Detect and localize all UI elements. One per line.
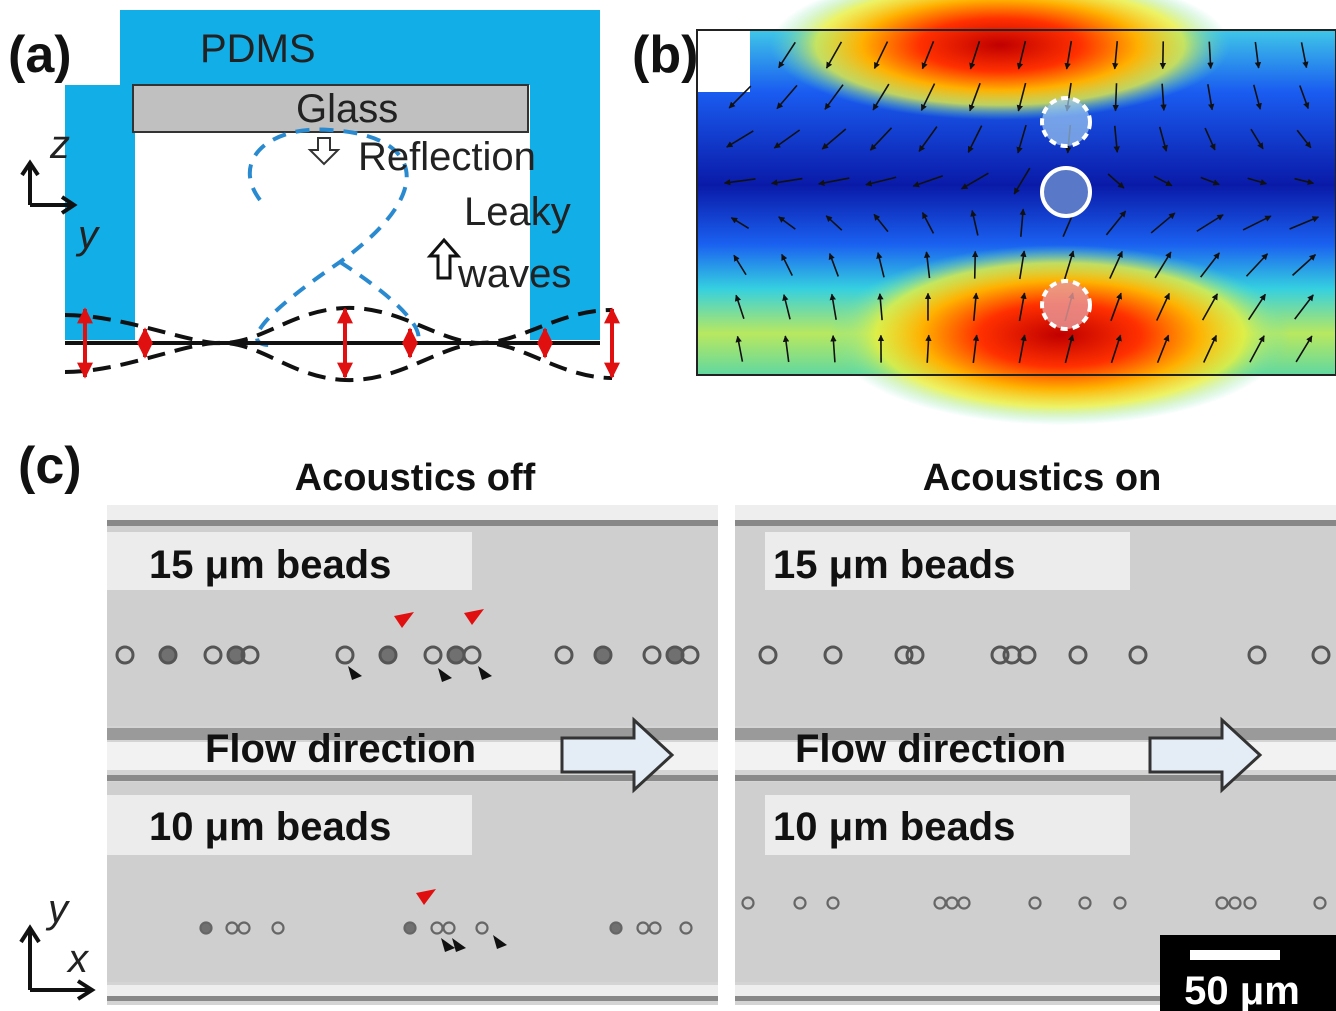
channel-wall <box>735 775 1336 781</box>
panel-b: (b) <box>632 0 1336 425</box>
channel-wall <box>107 996 718 1001</box>
figure: (a) PDMS Glass Reflection Leaky waves z … <box>0 0 1336 1011</box>
top-label: 15 μm beads <box>149 543 391 587</box>
axis-y: y <box>45 887 71 931</box>
bottom-label: 10 μm beads <box>773 805 1015 849</box>
panel-label: (b) <box>632 26 698 84</box>
column-title: Acoustics off <box>295 457 536 499</box>
notch <box>697 28 750 92</box>
bead <box>448 647 464 663</box>
bead-ghost <box>1042 98 1090 146</box>
panel-label: (a) <box>8 26 72 84</box>
channel-wall <box>107 520 718 526</box>
force-arrow <box>1115 83 1116 110</box>
panel-label: (c) <box>18 437 82 495</box>
axis-x: x <box>66 937 90 981</box>
glass-label: Glass <box>296 87 398 131</box>
bead <box>611 923 622 934</box>
bead <box>1042 168 1090 216</box>
axis-z: z <box>49 123 70 167</box>
bottom-label: 10 μm beads <box>149 805 391 849</box>
force-arrow <box>975 251 976 278</box>
bead-ghost <box>1042 281 1090 329</box>
reflection-label: Reflection <box>358 135 536 179</box>
leaky-arrow <box>430 240 458 278</box>
channel-wall <box>735 520 1336 526</box>
bead <box>201 923 212 934</box>
channel-wall <box>107 775 718 781</box>
axis-y: y <box>75 213 101 257</box>
panel-c: (c) Acoustics off 15 μm beads 10 μm beads F… <box>18 437 1336 1011</box>
pdms-label: PDMS <box>200 27 316 71</box>
scale-label: 50 μm <box>1184 969 1300 1011</box>
top-label: 15 μm beads <box>773 543 1015 587</box>
flow-label: Flow direction <box>205 727 476 771</box>
waves-label: waves <box>457 252 571 296</box>
leaky-label: Leaky <box>464 190 571 234</box>
reflection-arrow <box>310 138 338 164</box>
bead <box>380 647 396 663</box>
bead <box>405 923 416 934</box>
bead <box>595 647 611 663</box>
flow-label: Flow direction <box>795 727 1066 771</box>
scale-bar <box>1190 950 1280 960</box>
bead <box>160 647 176 663</box>
column-title: Acoustics on <box>923 457 1162 499</box>
panel-a: (a) PDMS Glass Reflection Leaky waves z … <box>8 10 612 380</box>
hot-spot <box>830 245 1290 425</box>
